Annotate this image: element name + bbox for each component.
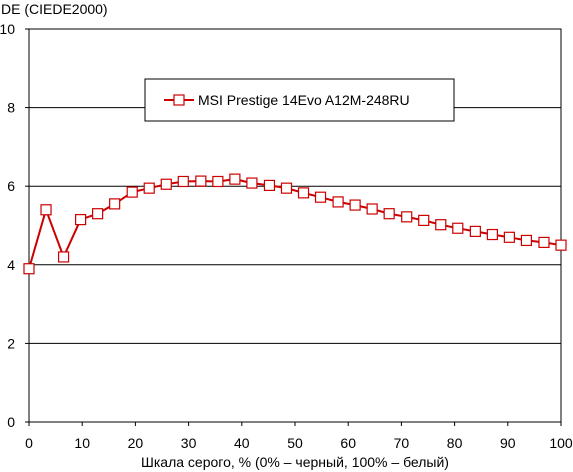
x-tick-label: 60 [340,435,356,451]
data-point [160,178,172,190]
y-tick-label: 8 [7,100,15,116]
x-tick-label: 30 [181,435,197,451]
data-point [418,214,430,226]
data-point [538,236,550,248]
legend-marker-swatch [173,94,185,106]
data-point [297,187,310,199]
data-point [332,196,344,208]
data-point [383,208,395,220]
data-point [520,234,533,247]
x-tick-label: 80 [447,435,463,451]
data-point [40,204,52,216]
data-point [126,186,138,198]
data-point [280,182,293,194]
x-tick-label: 20 [128,435,144,451]
data-point [212,175,224,188]
x-axis-title: Шкала серого, % (0% – черный, 100% – бел… [141,454,449,470]
data-point [314,191,327,203]
legend-label: MSI Prestige 14Evo A12M-248RU [198,92,410,108]
data-point [486,228,498,241]
data-point [177,175,189,188]
x-tick-label: 10 [74,435,90,451]
x-tick-label: 50 [287,435,303,451]
data-point [246,177,258,189]
data-point [435,219,447,231]
data-point [401,211,413,223]
data-point [349,199,361,211]
data-point [23,263,35,275]
series-group [23,173,567,275]
data-point [143,182,155,194]
data-point [469,225,481,237]
y-axis-title: DE (CIEDE2000) [1,1,108,17]
y-tick-label: 4 [7,257,15,273]
legend: MSI Prestige 14Evo A12M-248RU [144,78,455,122]
data-point [503,231,515,243]
data-point [92,208,104,220]
x-axis-ticks: 0 10 20 30 40 50 60 70 80 90 100 [25,422,573,451]
legend-box [144,78,455,122]
data-point [263,179,276,192]
data-point [75,214,87,226]
x-tick-label: 40 [234,435,250,451]
data-point [109,198,121,210]
x-tick-label: 70 [394,435,410,451]
data-point [229,173,241,185]
x-tick-label: 0 [25,435,33,451]
x-tick-label: 90 [500,435,516,451]
x-tick-label: 100 [549,435,573,451]
y-tick-label: 6 [7,178,15,194]
data-point [555,239,567,251]
y-tick-label: 0 [7,414,15,430]
data-point [195,175,207,187]
data-point [366,203,378,215]
y-tick-label: 2 [7,335,15,351]
data-point [452,222,464,234]
y-tick-label: 10 [0,21,15,37]
data-point [57,251,70,263]
